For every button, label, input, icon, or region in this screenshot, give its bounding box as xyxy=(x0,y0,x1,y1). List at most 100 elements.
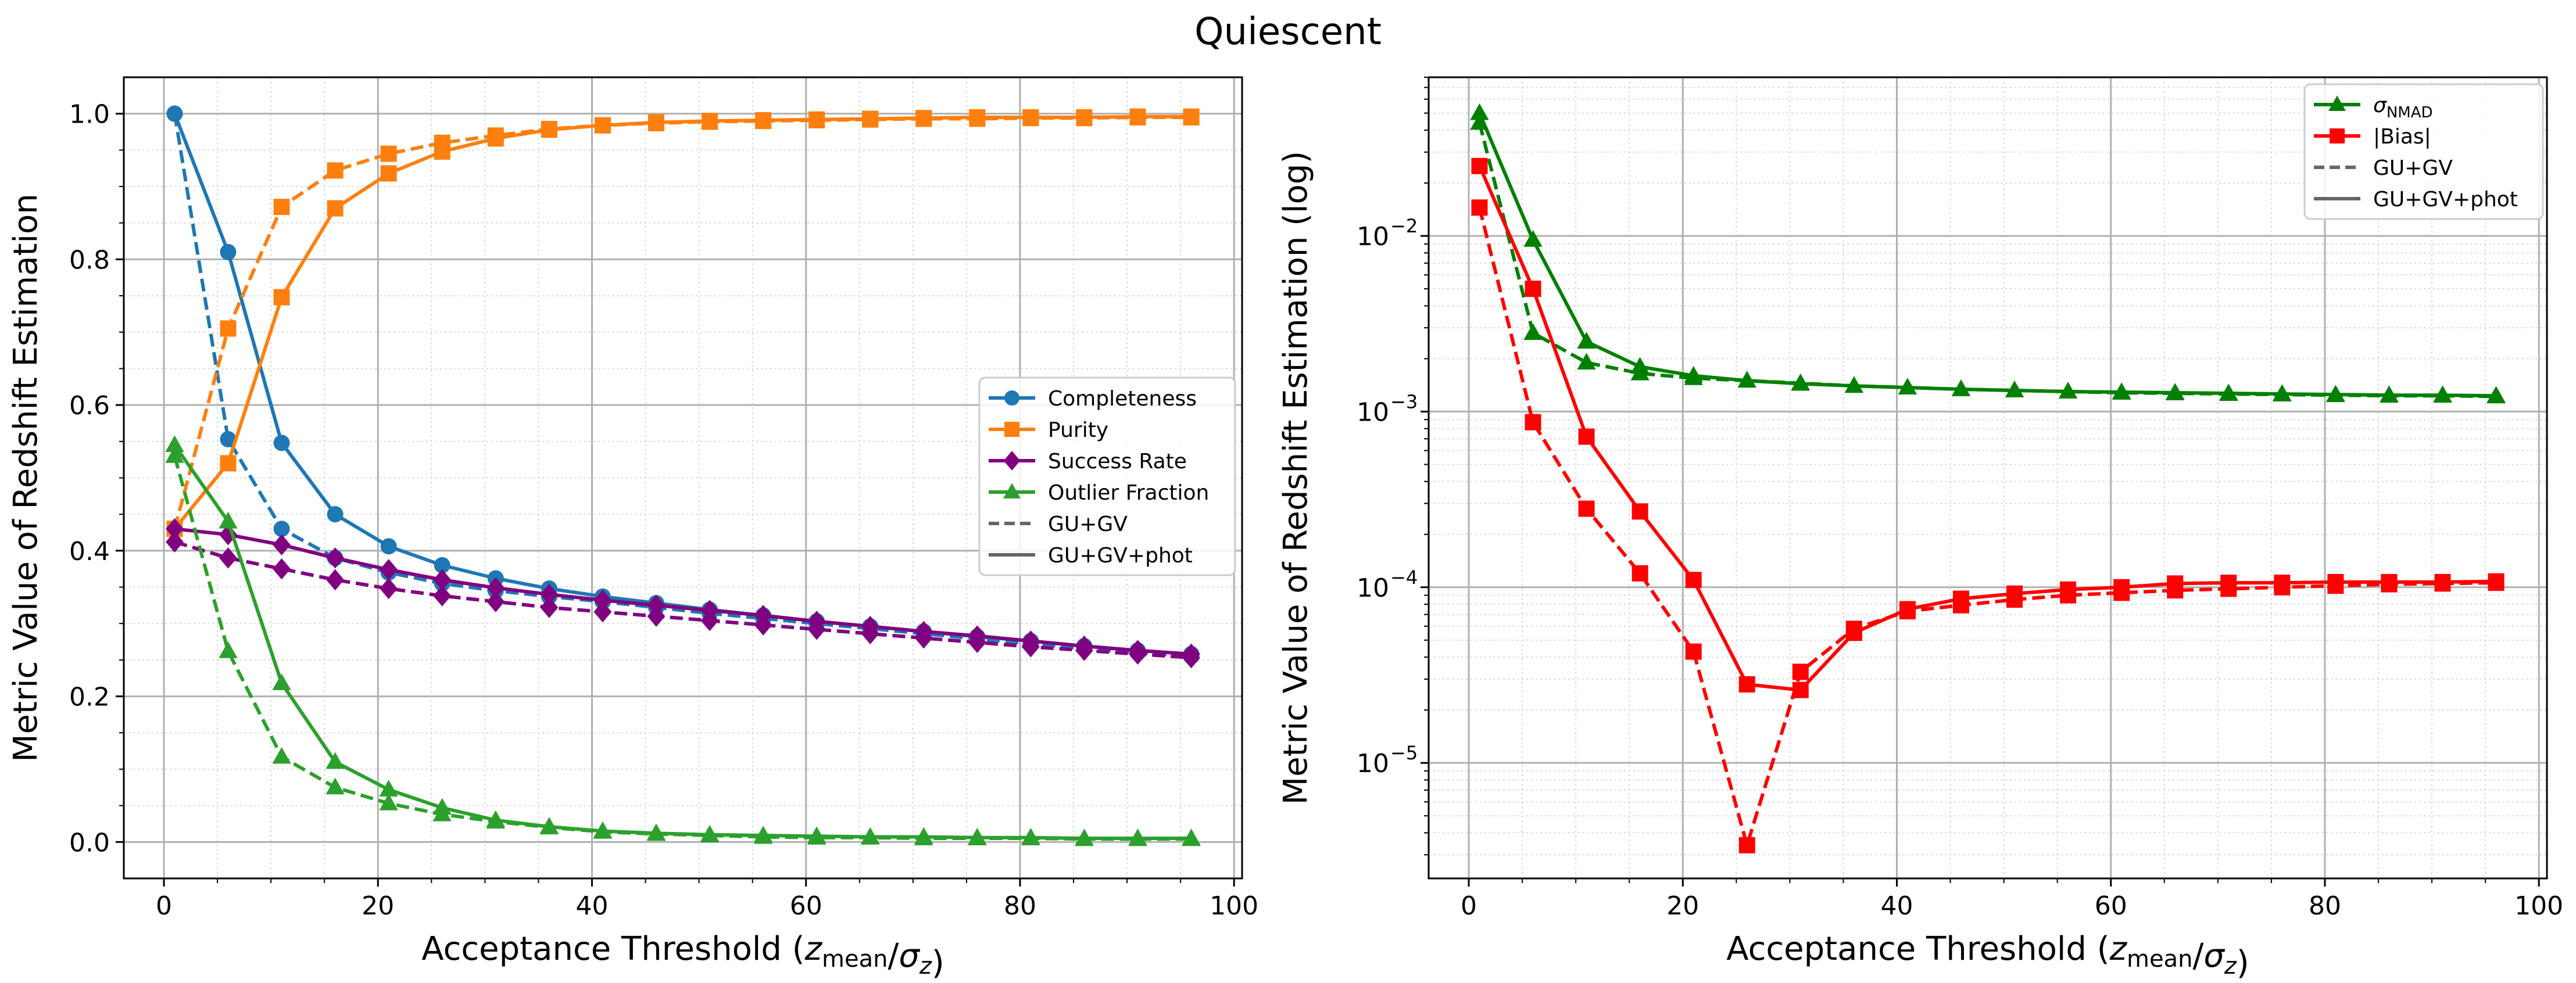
data-point xyxy=(166,518,184,540)
data-point xyxy=(539,817,559,835)
data-point xyxy=(380,559,398,580)
data-point xyxy=(2381,576,2398,593)
data-point xyxy=(272,747,291,764)
data-point xyxy=(2326,385,2345,403)
data-point xyxy=(219,511,238,529)
figure-title: Quiescent xyxy=(1194,10,1382,53)
data-point xyxy=(273,435,290,451)
data-point xyxy=(1470,103,1489,120)
data-point xyxy=(700,826,720,842)
series-line xyxy=(1477,207,2496,847)
data-point xyxy=(2005,381,2024,397)
x-tick-label: 20 xyxy=(362,891,394,921)
legend-frame xyxy=(2303,83,2544,220)
legend-marker xyxy=(1003,483,1021,499)
y-tick-exponent: −4 xyxy=(1390,566,1418,589)
legend-marker xyxy=(1004,390,1019,406)
data-point xyxy=(2113,584,2130,601)
data-point xyxy=(1577,332,1596,349)
axes-frame xyxy=(1427,76,2548,880)
data-point xyxy=(273,199,290,216)
data-point xyxy=(915,110,932,127)
data-point xyxy=(1845,620,1862,637)
y-axis: 10−510−410−310−2 xyxy=(1357,77,1429,856)
series-outlier-fraction-gu-gv xyxy=(165,446,1201,846)
legend-label: Success Rate xyxy=(1048,450,1187,473)
data-point xyxy=(914,828,933,845)
data-point xyxy=(808,112,825,128)
x-axis-label: Acceptance Threshold (zmean/σz) xyxy=(1726,930,2249,982)
data-point xyxy=(273,289,290,306)
data-point xyxy=(326,569,345,591)
data-point xyxy=(434,134,450,151)
x-axis-label: Acceptance Threshold (zmean/σz) xyxy=(421,930,944,982)
data-point xyxy=(969,110,986,127)
data-point xyxy=(1578,428,1595,445)
plot-area xyxy=(165,105,1201,846)
data-point xyxy=(914,627,933,649)
data-point xyxy=(1075,829,1094,846)
data-point xyxy=(1129,109,1146,125)
data-point xyxy=(327,506,344,523)
x-tick-label: 100 xyxy=(1210,891,1258,921)
data-point xyxy=(1737,371,1756,388)
data-point xyxy=(380,577,398,600)
data-point xyxy=(2220,580,2237,597)
legend-label: GU+GV xyxy=(1048,512,1128,536)
x-axis: 0 20 40 60 80 100 xyxy=(156,878,1258,921)
data-point xyxy=(433,585,452,607)
data-point xyxy=(540,583,559,605)
data-point xyxy=(1685,643,1702,660)
data-point xyxy=(755,113,772,130)
data-point xyxy=(862,111,879,128)
data-point xyxy=(325,777,345,795)
data-point xyxy=(2273,385,2292,402)
data-point xyxy=(165,446,184,463)
legend-marker xyxy=(1004,422,1019,437)
legend-item: Outlier Fraction xyxy=(989,481,1209,505)
legend-label: GU+GV xyxy=(2373,156,2453,180)
data-point xyxy=(647,594,666,616)
x-tick-label: 60 xyxy=(2095,891,2127,921)
data-point xyxy=(380,165,397,182)
data-point xyxy=(1632,503,1648,520)
legend-item: Success Rate xyxy=(989,450,1187,473)
data-point xyxy=(380,538,397,555)
data-point xyxy=(380,145,397,162)
legend-item: GU+GV+phot xyxy=(989,544,1193,568)
data-point xyxy=(1523,323,1543,340)
data-point xyxy=(593,601,612,623)
data-point xyxy=(1523,230,1543,247)
data-point xyxy=(647,114,664,131)
data-point xyxy=(1738,837,1755,853)
data-point xyxy=(1129,643,1147,665)
data-point xyxy=(2058,382,2078,399)
data-point xyxy=(968,632,986,654)
data-point xyxy=(647,605,666,627)
data-point xyxy=(2166,383,2185,400)
data-point xyxy=(272,673,291,690)
panel-left: 0 20 40 60 80 100 Acceptance Threshold (zmean/… xyxy=(7,76,1258,982)
data-point xyxy=(327,162,344,179)
x-tick-label: 80 xyxy=(1004,891,1036,921)
x-tick-label: 60 xyxy=(790,891,822,921)
legend-item: GU+GV xyxy=(2314,156,2453,180)
legend-label: GU+GV+phot xyxy=(1048,544,1193,568)
data-point xyxy=(807,827,827,845)
data-point xyxy=(1022,110,1039,127)
data-point xyxy=(1076,110,1093,127)
y-tick-exponent: −5 xyxy=(1390,742,1418,764)
data-point xyxy=(1470,113,1489,130)
data-point xyxy=(2060,587,2077,604)
legend-item: GU+GV xyxy=(989,512,1128,536)
data-point xyxy=(220,431,237,448)
data-point xyxy=(2327,577,2344,594)
data-point xyxy=(1951,379,1971,396)
data-point xyxy=(1684,368,1703,385)
data-point xyxy=(1685,572,1702,589)
x-axis: 0 20 40 60 80 100 xyxy=(1461,878,2563,921)
series-line xyxy=(174,540,1192,660)
legend-item: |Bias| xyxy=(2314,125,2431,149)
data-point xyxy=(2434,575,2451,592)
